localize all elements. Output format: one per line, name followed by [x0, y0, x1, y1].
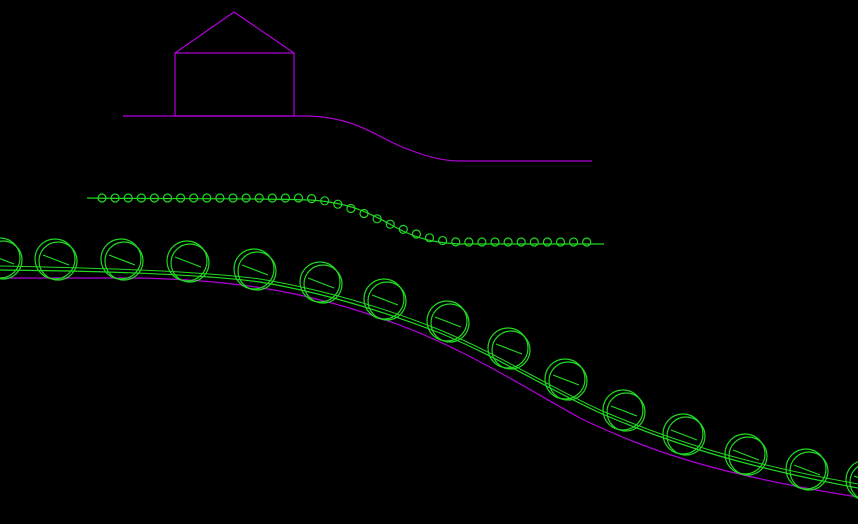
small-wheel: [555, 237, 566, 247]
large-wheel-echo: [237, 251, 277, 291]
large-wheel-echo: [606, 392, 646, 432]
wheel-spoke: [307, 277, 335, 289]
wheel-spoke: [793, 464, 821, 476]
large-wheel: [662, 413, 704, 455]
wheel-spoke: [108, 254, 136, 266]
wheel-spoke: [552, 374, 580, 386]
small-wheel: [176, 193, 186, 203]
small-wheel: [411, 229, 421, 239]
wheel-spoke: [371, 294, 399, 306]
small-wheel: [503, 237, 513, 247]
small-wheel: [228, 193, 238, 203]
house: [123, 11, 592, 162]
small-wheel: [333, 199, 343, 209]
large-track-2: [0, 265, 858, 485]
small-wheel: [424, 233, 435, 243]
small-track: [86, 197, 604, 245]
large-wheel-echo: [491, 330, 531, 370]
small-wheel: [464, 237, 474, 247]
large-wheel-echo: [849, 465, 858, 499]
small-wheel: [320, 196, 330, 206]
wheel-spoke: [241, 264, 269, 276]
house-roof: [174, 11, 295, 54]
ground-profile: [123, 115, 592, 162]
large-wheel: [166, 240, 208, 282]
large-wheel-echo: [789, 451, 829, 491]
small-wheel: [307, 194, 317, 204]
wheel-spoke: [610, 405, 638, 417]
large-wheel-echo: [548, 361, 588, 401]
small-wheel: [189, 193, 199, 203]
small-wheel: [451, 237, 461, 247]
small-wheel: [136, 193, 146, 203]
large-wheel: [299, 261, 341, 303]
large-wheel: [602, 389, 644, 431]
small-wheel: [582, 237, 592, 247]
large-wheel-echo: [666, 416, 706, 456]
large-wheel: [487, 327, 529, 369]
large-wheel: [785, 448, 827, 490]
large-wheel-echo: [728, 436, 768, 476]
small-wheel: [293, 193, 304, 203]
large-wheel: [724, 433, 766, 475]
large-wheel-echo: [430, 303, 470, 343]
large-wheel-echo: [303, 264, 343, 304]
small-wheel: [359, 208, 369, 219]
small-wheel: [385, 219, 395, 229]
large-wheel-echo: [104, 241, 144, 281]
large-wheel-echo: [367, 281, 407, 321]
large-wheel: [233, 248, 275, 290]
small-wheel: [529, 237, 539, 247]
small-wheel: [267, 193, 277, 203]
small-wheel: [149, 193, 159, 203]
large-wheel: [426, 300, 468, 342]
large-track: [0, 269, 858, 489]
small-wheel: [346, 203, 356, 214]
large-wheel: [100, 238, 142, 280]
small-wheel: [202, 193, 212, 203]
small-wheel: [162, 193, 173, 203]
large-wheel-echo: [38, 241, 78, 281]
wheel-spoke: [434, 316, 462, 328]
small-wheel: [398, 224, 408, 234]
large-profile: [0, 277, 858, 498]
wheel-spoke: [732, 449, 760, 461]
wheel-spoke: [495, 343, 523, 355]
small-wheel: [372, 214, 382, 224]
small-wheel: [542, 237, 553, 247]
large-wheel: [34, 238, 76, 280]
small-wheel: [477, 237, 487, 247]
small-wheel: [490, 237, 500, 247]
large-wheel: [0, 237, 21, 279]
small-wheel: [97, 193, 107, 203]
small-wheel: [110, 193, 120, 203]
large-wheel: [845, 461, 858, 499]
large-wheel: [363, 278, 405, 320]
small-wheel: [280, 193, 290, 203]
small-wheel: [123, 193, 133, 203]
wheel-spoke: [42, 254, 70, 266]
small-wheel: [215, 193, 225, 203]
wheel-spoke: [174, 256, 202, 268]
large-wheel-echo: [170, 243, 210, 283]
small-wheel: [254, 193, 264, 203]
small-wheel: [241, 193, 251, 203]
large-wheel: [544, 358, 586, 400]
large-wheel-echo: [0, 240, 23, 280]
small-wheel: [516, 237, 526, 247]
wheel-spoke: [0, 257, 15, 265]
wheels: [0, 193, 858, 499]
wheel-spoke: [670, 429, 698, 441]
small-wheel: [438, 235, 448, 246]
small-wheel: [568, 237, 579, 247]
